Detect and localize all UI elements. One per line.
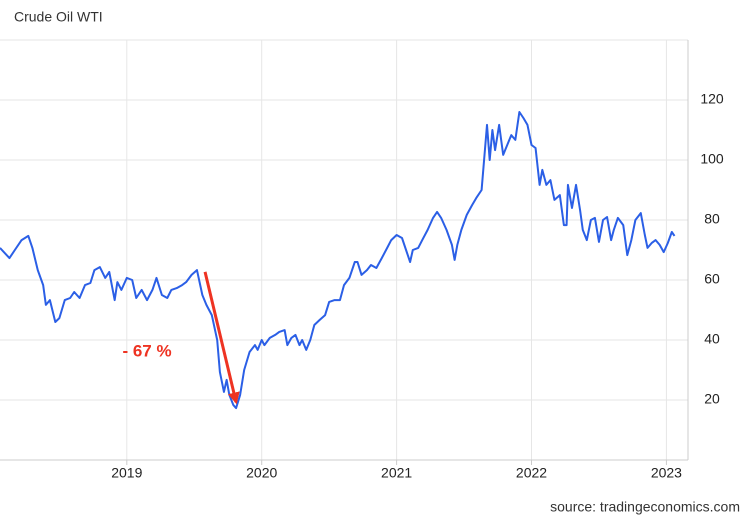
chart-title: Crude Oil WTI: [14, 9, 103, 25]
price-line: [0, 111, 676, 410]
y-tick-label: 40: [704, 331, 720, 347]
annotation-arrow: [203, 271, 240, 405]
y-tick-label: 60: [704, 271, 720, 287]
source: source: tradingeconomics.com: [550, 499, 740, 515]
y-tick-label: 100: [700, 151, 724, 167]
annotation-label: - 67 %: [122, 341, 171, 360]
x-tick-label: 2020: [246, 465, 277, 481]
x-tick-label: 2022: [516, 465, 547, 481]
y-tick-label: 120: [700, 91, 724, 107]
x-tick-label: 2023: [651, 465, 682, 481]
x-tick-label: 2021: [381, 465, 412, 481]
x-tick-label: 2019: [111, 465, 142, 481]
y-tick-label: 20: [704, 391, 720, 407]
y-tick-label: 80: [704, 211, 720, 227]
